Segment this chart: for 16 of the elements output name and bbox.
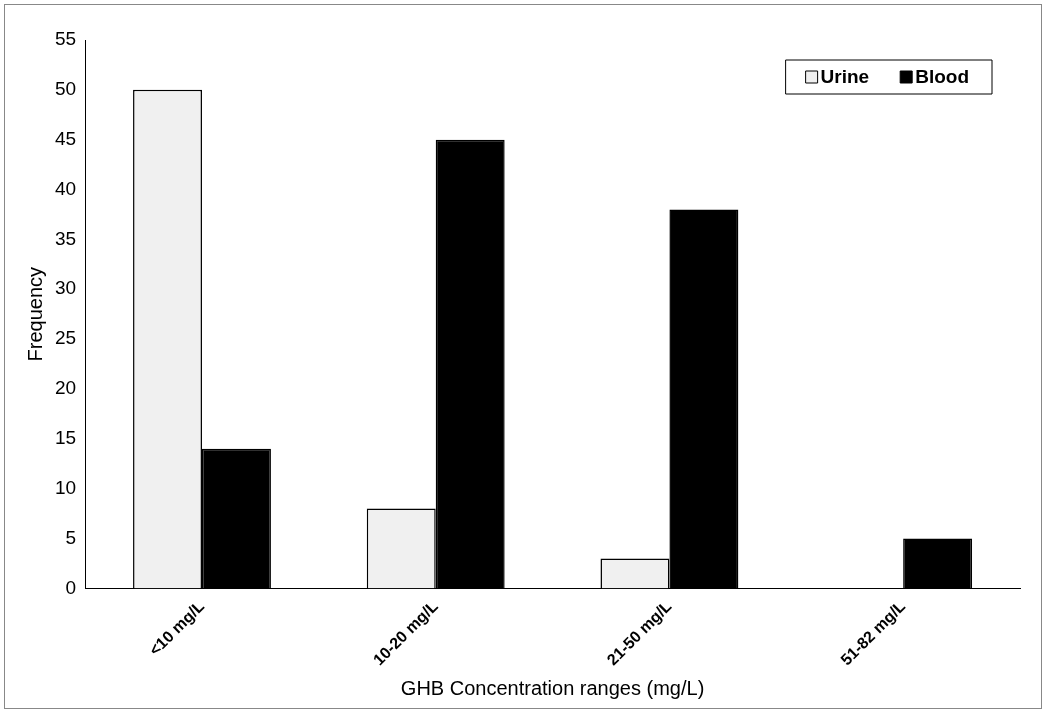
y-tick-label: 50 xyxy=(54,78,77,100)
y-tick-label: 5 xyxy=(65,526,77,548)
y-tick-label: 10 xyxy=(54,476,77,498)
y-tick-label: 25 xyxy=(54,327,77,349)
y-tick-label: 20 xyxy=(54,377,77,399)
x-axis-title: GHB Concentration ranges (mg/L) xyxy=(400,676,705,699)
y-tick-label: 30 xyxy=(54,277,77,299)
y-axis-title: Frequency xyxy=(23,266,46,362)
y-tick-label: 15 xyxy=(54,427,77,449)
legend-label: Urine xyxy=(820,66,870,88)
y-tick-label: 0 xyxy=(65,576,77,598)
y-tick-label: 35 xyxy=(54,227,77,249)
legend-label: Blood xyxy=(915,66,970,88)
y-tick-label: 55 xyxy=(54,28,77,50)
y-tick-label: 40 xyxy=(54,177,77,199)
y-tick-label: 45 xyxy=(54,127,77,149)
